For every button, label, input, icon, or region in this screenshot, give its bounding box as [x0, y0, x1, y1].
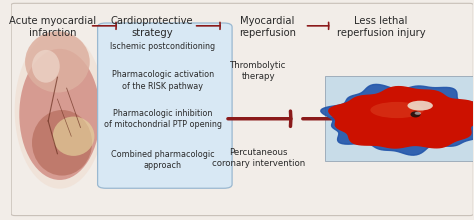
Ellipse shape [408, 101, 433, 110]
Text: Combined pharmacologic
approach: Combined pharmacologic approach [111, 150, 215, 170]
Text: Pharmacologic activation
of the RISK pathway: Pharmacologic activation of the RISK pat… [112, 70, 214, 91]
Text: Less lethal
reperfusion injury: Less lethal reperfusion injury [337, 16, 425, 38]
Text: Percutaneous
coronary intervention: Percutaneous coronary intervention [212, 148, 305, 168]
Ellipse shape [19, 49, 100, 180]
Polygon shape [321, 84, 474, 155]
Text: Acute myocardial
infarction: Acute myocardial infarction [9, 16, 96, 38]
FancyBboxPatch shape [98, 23, 232, 188]
Text: Ischemic postconditioning: Ischemic postconditioning [110, 42, 215, 51]
Polygon shape [329, 87, 474, 148]
Ellipse shape [15, 31, 105, 189]
Text: Myocardial
reperfusion: Myocardial reperfusion [239, 16, 296, 38]
Ellipse shape [370, 102, 424, 118]
Text: Pharmacologic inhibition
of mitochondrial PTP opening: Pharmacologic inhibition of mitochondria… [104, 109, 222, 129]
Ellipse shape [53, 117, 94, 156]
Ellipse shape [32, 110, 92, 176]
Text: Thrombolytic
therapy: Thrombolytic therapy [230, 61, 287, 81]
Text: Cardioprotective
strategy: Cardioprotective strategy [111, 16, 193, 38]
FancyBboxPatch shape [326, 76, 474, 161]
Circle shape [415, 112, 421, 115]
Ellipse shape [410, 111, 420, 117]
Ellipse shape [25, 31, 90, 93]
FancyBboxPatch shape [11, 3, 474, 216]
Ellipse shape [32, 50, 60, 83]
